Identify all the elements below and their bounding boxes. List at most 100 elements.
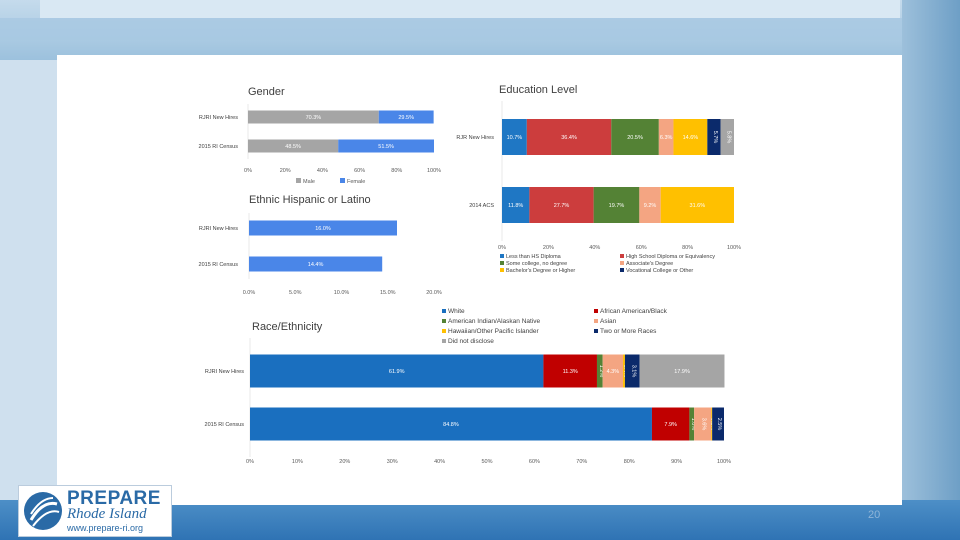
education-data-label: 6.3% [660, 135, 673, 141]
gender-category-label: 2015 RI Census [199, 144, 239, 150]
right-band [902, 0, 960, 540]
education-bar [660, 187, 734, 223]
gender-tick-label: 100% [427, 168, 441, 174]
education-legend-swatch [500, 254, 504, 258]
race-data-label: 17.9% [674, 369, 690, 375]
hispanic-data-label: 16.0% [315, 226, 331, 232]
race-bar [596, 354, 603, 388]
education-legend-label: Less than HS Diploma [506, 254, 562, 260]
gender-category-label: RJRI New Hires [199, 115, 238, 121]
race-data-label: 3.6% [701, 418, 707, 431]
logo-line1: PREPARE [67, 488, 161, 509]
logo-line2: Rhode Island [67, 506, 147, 522]
race-tick-label: 40% [434, 459, 445, 465]
race-category-label: 2015 RI Census [205, 422, 245, 428]
race-bar [651, 407, 690, 441]
race-bar [602, 354, 624, 388]
race-tick-label: 50% [481, 459, 492, 465]
education-data-label: 27.7% [554, 203, 570, 209]
education-tick-label: 20% [543, 245, 554, 251]
race-legend-label: White [448, 308, 465, 315]
education-bar [658, 119, 674, 155]
education-bar [526, 119, 612, 155]
hispanic-title: Ethnic Hispanic or Latino [249, 194, 371, 206]
education-bar [707, 119, 721, 155]
race-legend-label: Hawaiian/Other Pacific Islander [448, 328, 540, 335]
race-data-label: 4.3% [607, 369, 620, 375]
hispanic-bar [249, 256, 383, 272]
race-bar [639, 354, 725, 388]
hispanic-tick-label: 20.0% [426, 290, 442, 296]
race-tick-label: 10% [292, 459, 303, 465]
race-data-label: 61.9% [389, 369, 405, 375]
hispanic-category-label: 2015 RI Census [199, 262, 239, 268]
hispanic-tick-label: 15.0% [380, 290, 396, 296]
education-data-label: 19.7% [609, 203, 625, 209]
race-legend-swatch [442, 329, 446, 333]
race-bar [624, 354, 640, 388]
education-legend-swatch [500, 261, 504, 265]
page-number: 20 [868, 509, 881, 521]
gender-tick-label: 0% [244, 168, 252, 174]
gender-legend-label: Male [303, 179, 315, 185]
education-bar [639, 187, 661, 223]
education-data-label: 9.2% [644, 203, 657, 209]
race-tick-label: 60% [529, 459, 540, 465]
education-data-label: 36.4% [561, 135, 577, 141]
gender-bar [248, 139, 339, 153]
race-data-label: 7.9% [664, 422, 677, 428]
education-bar [502, 119, 527, 155]
gender-tick-label: 40% [317, 168, 328, 174]
education-bar [502, 187, 530, 223]
education-bar [529, 187, 594, 223]
race-tick-label: 90% [671, 459, 682, 465]
race-legend-swatch [594, 319, 598, 323]
gender-tick-label: 20% [280, 168, 291, 174]
education-tick-label: 40% [589, 245, 600, 251]
race-legend-label: Did not disclose [448, 338, 494, 345]
race-bar [250, 354, 544, 388]
race-data-label: 1.2% [598, 365, 604, 378]
hispanic-category-label: RJRI New Hires [199, 226, 238, 232]
education-bar [673, 119, 708, 155]
education-bar [720, 119, 734, 155]
race-legend-swatch [594, 329, 598, 333]
education-data-label: 20.5% [627, 135, 643, 141]
race-legend-swatch [442, 319, 446, 323]
race-legend-label: Asian [600, 318, 617, 325]
race-bar [712, 407, 724, 441]
prepare-ri-logo: PREPARE Rhode Island www.prepare-ri.org [18, 485, 172, 537]
hispanic-tick-label: 5.0% [289, 290, 302, 296]
education-legend-swatch [500, 268, 504, 272]
education-data-label: 10.7% [507, 135, 523, 141]
hispanic-data-label: 14.4% [308, 262, 324, 268]
education-bar [593, 187, 640, 223]
education-data-label: 11.8% [508, 203, 523, 209]
race-title: Race/Ethnicity [252, 321, 323, 333]
education-category-label: RJR New Hires [456, 135, 494, 141]
race-legend-label: American Indian/Alaskan Native [448, 318, 541, 325]
education-legend-swatch [620, 254, 624, 258]
race-legend-swatch [594, 309, 598, 313]
education-tick-label: 100% [727, 245, 741, 251]
gender-tick-label: 60% [354, 168, 365, 174]
education-data-label: 14.6% [683, 135, 699, 141]
race-data-label: 1.0% [690, 418, 696, 431]
gender-legend-swatch [296, 178, 301, 183]
race-legend-label: Two or More Races [600, 328, 657, 335]
education-legend-label: Associate's Degree [626, 261, 673, 267]
hispanic-bar [249, 220, 397, 236]
education-bar [611, 119, 659, 155]
race-bar [543, 354, 597, 388]
education-data-label: 31.6% [690, 203, 706, 209]
gender-legend-label: Female [347, 179, 365, 185]
race-tick-label: 100% [717, 459, 731, 465]
race-data-label: 3.1% [630, 365, 636, 378]
gender-legend-swatch [340, 178, 345, 183]
gender-tick-label: 80% [391, 168, 402, 174]
education-tick-label: 60% [636, 245, 647, 251]
race-legend-label: African American/Black [600, 308, 668, 315]
race-data-label: 2.5% [716, 418, 722, 431]
race-tick-label: 20% [339, 459, 350, 465]
